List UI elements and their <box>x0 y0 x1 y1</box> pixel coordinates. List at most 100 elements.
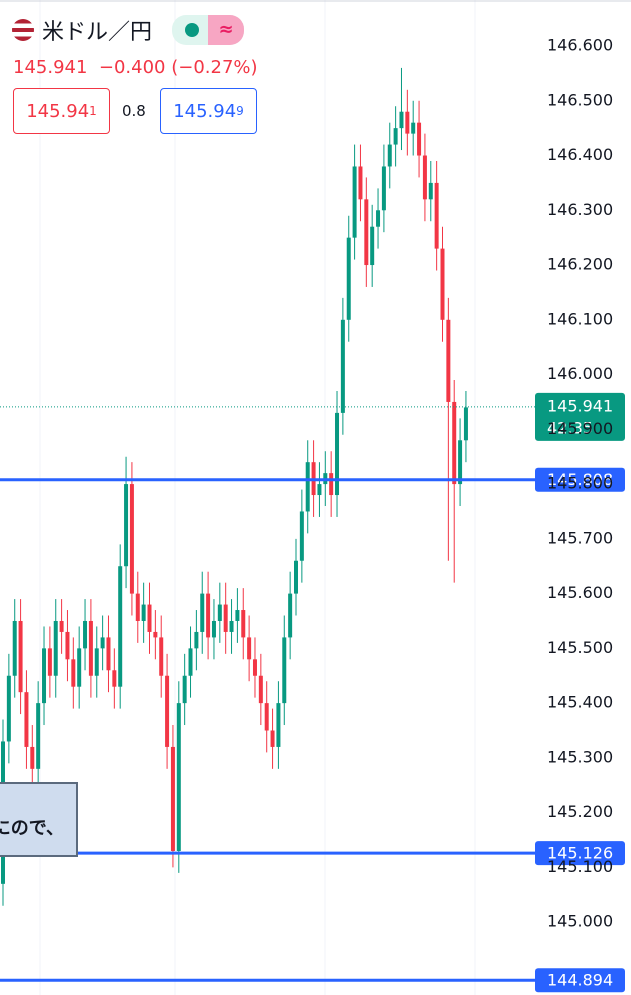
candle-body <box>381 166 386 211</box>
candle-body <box>422 155 427 200</box>
candle-body <box>170 746 175 851</box>
candle-body <box>335 412 340 496</box>
candle-body <box>129 484 134 594</box>
candle-body <box>352 166 357 238</box>
candle-body <box>153 631 158 638</box>
candle-body <box>411 122 416 134</box>
candle-body <box>223 604 228 632</box>
candle-body <box>12 620 17 676</box>
candle-body <box>358 166 363 200</box>
candle-body <box>147 604 152 632</box>
y-tick-label: 146.500 <box>547 90 613 109</box>
candle-body <box>112 670 117 687</box>
candle-body <box>294 560 298 594</box>
candle-body <box>88 620 93 676</box>
symbol: 米ドル／円 <box>42 20 153 45</box>
candle-body <box>299 511 304 561</box>
candle-body <box>135 593 140 621</box>
price-label: 145.808 <box>547 470 613 489</box>
y-tick-label: 145.000 <box>547 912 613 931</box>
y-tick-label: 146.600 <box>547 35 613 54</box>
candle-body <box>65 631 70 660</box>
candle-body <box>217 604 222 621</box>
y-tick-label: 146.000 <box>547 364 613 383</box>
candle-body <box>288 593 293 638</box>
candle-body <box>83 620 88 649</box>
last-price: 145.941 <box>13 57 88 78</box>
delayed-icon: ≈ <box>208 15 245 45</box>
flag-icon <box>12 19 34 41</box>
candle-body <box>305 462 310 512</box>
candle-body <box>282 637 287 704</box>
candle-body <box>53 620 58 676</box>
candle-body <box>434 182 439 249</box>
price-label-bg <box>535 841 625 866</box>
bid-sup: 1 <box>89 104 97 118</box>
y-tick-label: 145.600 <box>547 583 613 602</box>
y-tick-label: 145.800 <box>547 474 613 493</box>
candle-body <box>200 593 205 632</box>
candle-body <box>165 675 170 747</box>
candle-body <box>463 407 468 441</box>
candle-body <box>47 648 52 676</box>
candle-body <box>276 703 281 747</box>
candle-body <box>124 484 129 567</box>
candle-body <box>252 659 257 676</box>
y-tick-label: 145.100 <box>547 857 613 876</box>
ask-sup: 9 <box>236 104 244 118</box>
candle-body <box>387 144 392 167</box>
candle-body <box>100 637 105 649</box>
change: −0.400 (−0.27%) <box>98 57 258 78</box>
candle-body <box>6 675 11 742</box>
status-pill: ≈ <box>172 15 245 45</box>
candle-body <box>188 648 193 676</box>
candle-body <box>18 620 23 693</box>
last-price-bg <box>535 392 625 441</box>
candle-body <box>141 604 146 621</box>
candle-body <box>317 484 322 496</box>
bid-main: 145.94 <box>26 100 90 122</box>
candle-body <box>241 610 246 638</box>
candle-body <box>30 746 35 769</box>
candle-body <box>417 122 422 156</box>
y-tick-label: 145.200 <box>547 802 613 821</box>
candle-body <box>229 620 234 632</box>
price-label: 144.894 <box>547 971 613 990</box>
candle-body <box>440 248 445 320</box>
candle-body <box>346 237 351 320</box>
candle-body <box>446 319 451 402</box>
candle-body <box>42 648 47 704</box>
candle-body <box>458 440 463 485</box>
candle-body <box>24 692 29 747</box>
bid-button[interactable]: 145.94 1 <box>13 88 110 134</box>
candle-body <box>329 473 334 496</box>
candle-body <box>106 637 111 671</box>
y-tick-label: 146.300 <box>547 200 613 219</box>
candle-body <box>77 648 82 687</box>
y-tick-label: 145.700 <box>547 528 613 547</box>
y-tick-label: 145.300 <box>547 747 613 766</box>
candle-body <box>182 675 187 704</box>
y-tick-label: 146.400 <box>547 145 613 164</box>
y-tick-label: 146.100 <box>547 309 613 328</box>
candle-body <box>211 620 216 638</box>
candle-body <box>428 182 433 200</box>
candle-body <box>247 637 252 660</box>
price-label-bg <box>535 467 625 492</box>
candle-body <box>206 593 211 638</box>
candle-body <box>258 675 263 704</box>
candle-body <box>270 730 275 747</box>
candle-body <box>399 111 404 129</box>
candle-body <box>364 199 369 266</box>
note-text: にので、 <box>0 818 64 839</box>
candle-body <box>405 111 410 134</box>
price-row: 145.941 −0.400 (−0.27%) <box>13 57 258 78</box>
candle-body <box>118 566 123 687</box>
ask-main: 145.94 <box>173 100 237 122</box>
ask-button[interactable]: 145.94 9 <box>160 88 257 134</box>
candle-body <box>176 703 181 851</box>
y-tick-label: 145.400 <box>547 693 613 712</box>
spread: 0.8 <box>122 102 146 120</box>
y-tick-label: 145.900 <box>547 419 613 438</box>
